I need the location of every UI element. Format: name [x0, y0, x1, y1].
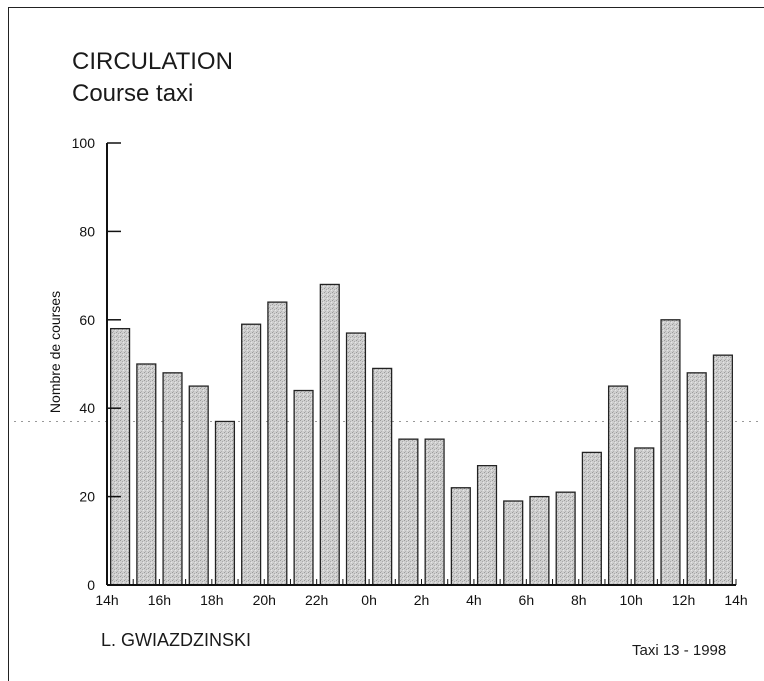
- x-tick-label: 12h: [672, 592, 695, 608]
- chart-title: CIRCULATION: [72, 48, 233, 75]
- bar: [319, 283, 340, 586]
- x-tick-label: 18h: [200, 592, 223, 608]
- y-ticks-layer: 0 20 40 60 80 100: [72, 135, 121, 593]
- bar: [293, 389, 314, 586]
- y-tick-label: 60: [79, 312, 95, 328]
- x-tick-label: 4h: [466, 592, 482, 608]
- bar: [372, 367, 393, 586]
- frame-top-border: [8, 7, 764, 8]
- x-ticks-layer: 14h 16h 18h 20h 22h 0h 2h 4h 6h 8h 10h 12h 14h: [95, 579, 748, 608]
- bar: [476, 465, 498, 586]
- bar: [581, 451, 602, 586]
- bars-layer: [110, 283, 733, 586]
- bar: [450, 487, 471, 586]
- bar: [267, 301, 288, 586]
- y-tick-label: 20: [79, 489, 95, 505]
- bar: [607, 385, 629, 586]
- x-tick-label: 20h: [253, 592, 276, 608]
- bar: [214, 420, 236, 586]
- x-tick-label: 14h: [724, 592, 747, 608]
- bar: [136, 363, 157, 586]
- source-credit: Taxi 13 - 1998: [632, 642, 727, 659]
- bar: [162, 372, 183, 586]
- x-tick-label: 22h: [305, 592, 328, 608]
- bar: [529, 495, 550, 586]
- x-tick-label: 6h: [519, 592, 535, 608]
- bar: [634, 447, 655, 586]
- bar: [712, 354, 733, 586]
- y-tick-label: 80: [79, 223, 95, 239]
- x-tick-label: 8h: [571, 592, 587, 608]
- bar: [503, 500, 524, 586]
- x-tick-label: 10h: [619, 592, 642, 608]
- y-tick-label: 0: [87, 577, 95, 593]
- bar: [345, 332, 367, 586]
- bar: [660, 319, 681, 586]
- y-axis-label: Nombre de courses: [47, 291, 63, 413]
- x-tick-label: 0h: [361, 592, 377, 608]
- bar: [424, 438, 445, 586]
- bar: [686, 372, 707, 586]
- bar: [398, 438, 419, 586]
- bar: [188, 385, 209, 586]
- x-tick-label: 2h: [414, 592, 430, 608]
- frame-left-border: [8, 7, 9, 681]
- x-tick-label: 14h: [95, 592, 118, 608]
- bar: [110, 327, 131, 586]
- author-credit: L. GWIAZDZINSKI: [101, 630, 252, 650]
- y-tick-label: 100: [72, 135, 96, 151]
- bar: [555, 491, 576, 586]
- x-tick-label: 16h: [148, 592, 171, 608]
- bar: [241, 323, 262, 586]
- chart-subtitle: Course taxi: [72, 80, 194, 107]
- y-tick-label: 40: [79, 400, 95, 416]
